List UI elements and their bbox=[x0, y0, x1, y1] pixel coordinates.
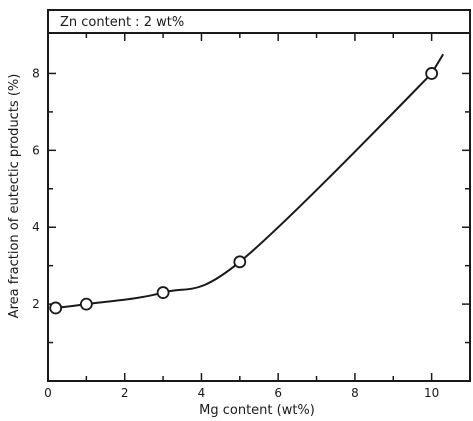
trend-curve bbox=[55, 53, 445, 309]
x-tick-label: 2 bbox=[121, 386, 129, 400]
x-tick-label: 6 bbox=[274, 386, 282, 400]
y-tick-label: 2 bbox=[32, 297, 40, 311]
y-tick-labels: 2 4 6 8 bbox=[32, 66, 40, 311]
data-point bbox=[425, 67, 439, 80]
x-tick-label: 8 bbox=[351, 386, 359, 400]
data-points bbox=[49, 67, 439, 315]
y-tick-label: 8 bbox=[32, 66, 40, 80]
y-tick-label: 6 bbox=[32, 143, 40, 157]
data-point bbox=[79, 297, 93, 311]
axis-ticks bbox=[47, 33, 470, 381]
chart-title: Zn content : 2 wt% bbox=[60, 15, 184, 30]
data-point bbox=[156, 286, 170, 299]
x-tick-label: 4 bbox=[198, 386, 206, 400]
y-axis-label: Area fraction of eutectic products (%) bbox=[7, 74, 22, 319]
y-tick-label: 4 bbox=[32, 220, 40, 234]
data-point bbox=[233, 255, 247, 269]
data-point bbox=[49, 301, 63, 315]
x-axis-label: Mg content (wt%) bbox=[199, 403, 315, 418]
x-tick-label: 10 bbox=[424, 386, 439, 400]
plot-frame bbox=[47, 9, 471, 382]
x-tick-label: 0 bbox=[44, 386, 52, 400]
x-tick-labels: 0 2 4 6 8 10 bbox=[44, 386, 439, 400]
